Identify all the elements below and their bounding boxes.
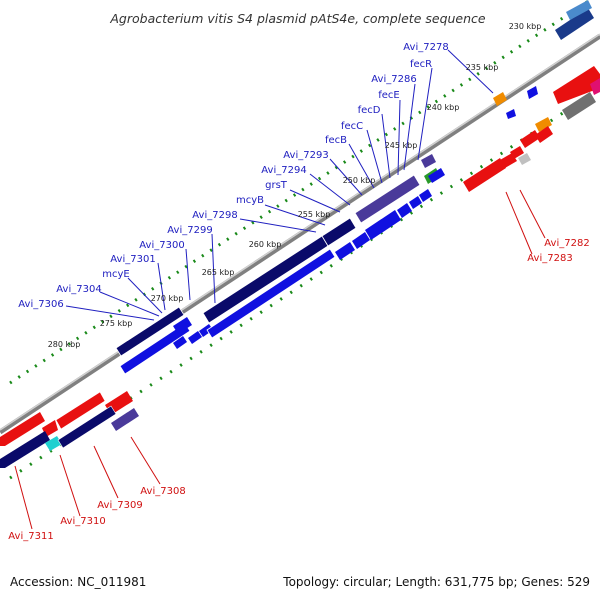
scale-label: 280 kbp (48, 340, 81, 349)
gene-label[interactable]: Avi_7282 (544, 238, 589, 249)
gene-label[interactable]: Avi_7301 (110, 254, 155, 265)
scale-labels: 230 kbp 235 kbp 240 kbp 245 kbp 250 kbp … (48, 22, 542, 349)
reverse-gene-labels: Avi_7282 Avi_7283 Avi_7308 Avi_7309 Avi_… (8, 238, 589, 542)
gene-label[interactable]: Avi_7304 (56, 284, 101, 295)
gene-label[interactable]: Avi_7308 (140, 486, 185, 497)
gene-block[interactable] (55, 391, 106, 430)
gene-label[interactable]: Avi_7294 (261, 165, 306, 176)
gene-label[interactable]: Avi_7300 (139, 240, 184, 251)
gene-label[interactable]: fecB (325, 135, 347, 146)
gene-label[interactable]: Avi_7293 (283, 150, 328, 161)
gene-label[interactable]: grsT (265, 180, 288, 191)
accession-text: Accession: NC_011981 (10, 575, 146, 589)
gene-label[interactable]: fecC (341, 121, 363, 132)
scale-label: 245 kbp (385, 141, 418, 150)
forward-strand-genes (115, 0, 594, 375)
scale-label: 250 kbp (343, 176, 376, 185)
gene-block[interactable] (566, 0, 592, 20)
gene-block[interactable] (493, 92, 507, 106)
gene-block[interactable] (419, 189, 432, 202)
gene-block[interactable] (590, 78, 600, 95)
gene-label[interactable]: Avi_7278 (403, 42, 448, 53)
gene-block[interactable] (45, 436, 62, 451)
gene-label[interactable]: Avi_7299 (167, 225, 212, 236)
gene-label[interactable]: Avi_7298 (192, 210, 237, 221)
gene-block[interactable] (202, 235, 329, 324)
gene-block[interactable] (510, 146, 524, 159)
gene-block[interactable] (0, 431, 50, 468)
gene-label[interactable]: mcyB (236, 195, 264, 206)
scale-label: 260 kbp (249, 240, 282, 249)
gene-block[interactable] (506, 109, 516, 119)
gene-block[interactable] (188, 331, 202, 344)
gene-block[interactable] (206, 248, 336, 339)
gene-block[interactable] (199, 324, 213, 337)
scale-label: 275 kbp (100, 319, 133, 328)
gene-block[interactable] (335, 242, 355, 260)
gene-block[interactable] (535, 117, 552, 132)
gene-block[interactable] (518, 153, 531, 165)
gene-block[interactable] (119, 322, 191, 375)
gene-label[interactable]: Avi_7311 (8, 531, 53, 542)
gene-block[interactable] (57, 405, 117, 449)
scale-label: 230 kbp (509, 22, 542, 31)
gene-block[interactable] (421, 154, 436, 168)
gene-label[interactable]: fecD (358, 105, 381, 116)
gene-block[interactable] (111, 408, 139, 431)
gene-block[interactable] (397, 203, 412, 218)
topology-summary: Topology: circular; Length: 631,775 bp; … (282, 575, 590, 589)
gene-block[interactable] (527, 86, 538, 99)
backbone (0, 33, 600, 435)
map-title: Agrobacterium vitis S4 plasmid pAtS4e, c… (109, 11, 486, 26)
gene-label[interactable]: Avi_7286 (371, 74, 416, 85)
gene-block[interactable] (562, 92, 596, 120)
gene-block[interactable] (115, 306, 185, 357)
gene-block[interactable] (321, 217, 357, 247)
gene-block[interactable] (173, 336, 187, 349)
outer-tick-track (9, 0, 591, 385)
scale-label: 235 kbp (466, 63, 499, 72)
reverse-strand-genes (0, 66, 600, 468)
gene-block[interactable] (352, 232, 370, 249)
gene-block[interactable] (409, 196, 422, 209)
gene-block[interactable] (365, 210, 401, 240)
gene-block[interactable] (354, 174, 421, 224)
gene-block[interactable] (535, 126, 553, 143)
scale-label: 265 kbp (202, 268, 235, 277)
scale-label: 270 kbp (151, 294, 184, 303)
forward-label-leaders (65, 49, 494, 321)
gene-label[interactable]: fecE (378, 90, 400, 101)
gene-block[interactable] (463, 158, 506, 192)
gene-label[interactable]: Avi_7283 (527, 253, 572, 264)
gene-label[interactable]: Avi_7306 (18, 299, 63, 310)
gene-block[interactable] (42, 420, 58, 437)
gene-block[interactable] (428, 168, 445, 183)
gene-label[interactable]: mcyE (102, 269, 129, 280)
scale-label: 255 kbp (298, 210, 331, 219)
gene-block[interactable] (173, 317, 192, 334)
gene-label[interactable]: Avi_7310 (60, 516, 105, 527)
gene-label[interactable]: fecR (410, 59, 432, 70)
gene-block[interactable] (0, 412, 45, 446)
gene-label[interactable]: Avi_7309 (97, 500, 142, 511)
gene-block[interactable] (553, 66, 600, 104)
reverse-label-leaders (14, 189, 546, 530)
scale-label: 240 kbp (427, 103, 460, 112)
gene-block[interactable] (520, 130, 540, 148)
gene-block[interactable] (555, 8, 594, 40)
forward-gene-labels: Avi_7278 fecR Avi_7286 fecE fecD fecC fe… (18, 42, 448, 310)
